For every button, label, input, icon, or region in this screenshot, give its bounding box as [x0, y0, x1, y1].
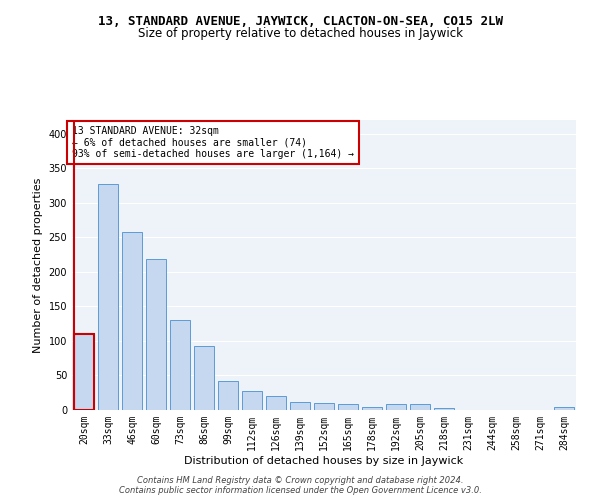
Text: 13, STANDARD AVENUE, JAYWICK, CLACTON-ON-SEA, CO15 2LW: 13, STANDARD AVENUE, JAYWICK, CLACTON-ON… — [97, 15, 503, 28]
Bar — [386, 404, 406, 410]
Bar — [554, 406, 574, 410]
Bar — [434, 408, 454, 410]
Bar — [218, 381, 238, 410]
Bar — [194, 346, 214, 410]
Bar — [266, 396, 286, 410]
Bar — [362, 406, 382, 410]
Text: Contains public sector information licensed under the Open Government Licence v3: Contains public sector information licen… — [119, 486, 481, 495]
Bar — [338, 404, 358, 410]
Bar — [410, 404, 430, 410]
Bar — [98, 184, 118, 410]
Bar — [122, 232, 142, 410]
Bar — [314, 403, 334, 410]
Text: Contains HM Land Registry data © Crown copyright and database right 2024.: Contains HM Land Registry data © Crown c… — [137, 476, 463, 485]
Bar — [242, 392, 262, 410]
Bar — [146, 260, 166, 410]
Text: 13 STANDARD AVENUE: 32sqm
← 6% of detached houses are smaller (74)
93% of semi-d: 13 STANDARD AVENUE: 32sqm ← 6% of detach… — [72, 126, 354, 159]
Text: Size of property relative to detached houses in Jaywick: Size of property relative to detached ho… — [137, 28, 463, 40]
Bar — [290, 402, 310, 410]
Bar — [74, 334, 94, 410]
Y-axis label: Number of detached properties: Number of detached properties — [33, 178, 43, 352]
Bar — [170, 320, 190, 410]
X-axis label: Distribution of detached houses by size in Jaywick: Distribution of detached houses by size … — [184, 456, 464, 466]
